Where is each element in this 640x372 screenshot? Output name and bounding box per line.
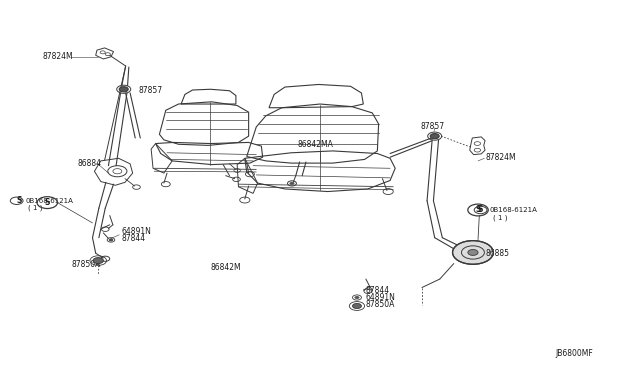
Circle shape: [430, 134, 439, 139]
Text: 87824M: 87824M: [43, 52, 74, 61]
Text: 87844: 87844: [121, 234, 145, 243]
Text: S: S: [476, 205, 481, 215]
Text: 87857: 87857: [420, 122, 445, 131]
Text: S: S: [478, 205, 483, 215]
Text: 64891N: 64891N: [121, 227, 151, 235]
Text: 0B168-6121A: 0B168-6121A: [26, 198, 74, 204]
Circle shape: [353, 304, 362, 309]
Text: 64891N: 64891N: [366, 293, 396, 302]
Circle shape: [355, 296, 360, 299]
Text: 87844: 87844: [366, 286, 390, 295]
Text: 86885: 86885: [486, 249, 509, 258]
Circle shape: [468, 250, 478, 256]
Text: 87824M: 87824M: [486, 153, 516, 162]
Text: 87857: 87857: [138, 86, 163, 94]
Text: 87850A: 87850A: [72, 260, 101, 269]
Text: 0B168-6121A: 0B168-6121A: [490, 207, 538, 213]
Text: S: S: [45, 198, 50, 207]
Text: 86884: 86884: [78, 158, 102, 168]
Text: JB6800MF: JB6800MF: [556, 350, 593, 359]
Text: S: S: [17, 196, 22, 205]
Text: 87850A: 87850A: [366, 300, 396, 310]
Text: 86842M: 86842M: [211, 263, 241, 272]
Circle shape: [93, 258, 103, 263]
Text: ( 1 ): ( 1 ): [28, 204, 43, 211]
Circle shape: [119, 87, 128, 92]
Circle shape: [289, 182, 294, 185]
Text: ( 1 ): ( 1 ): [493, 214, 508, 221]
Circle shape: [452, 241, 493, 264]
Circle shape: [109, 239, 113, 241]
Text: 86842MA: 86842MA: [298, 140, 333, 149]
